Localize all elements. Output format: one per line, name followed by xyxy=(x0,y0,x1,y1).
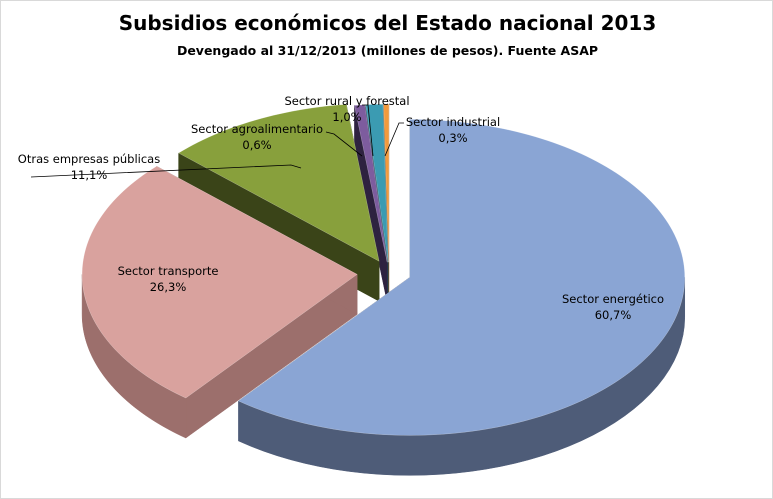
leader-line xyxy=(30,164,302,178)
chart-subtitle: Devengado al 31/12/2013 (millones de pes… xyxy=(176,43,599,58)
slice-outer-wall xyxy=(81,274,187,439)
slice-sector-energ-tico xyxy=(238,119,686,476)
label-otras: Otras empresas públicas 11,1% xyxy=(17,152,161,182)
slice-top-face xyxy=(383,103,390,263)
chart-title: Subsidios económicos del Estado nacional… xyxy=(118,11,657,35)
label-transporte: Sector transporte 26,3% xyxy=(117,264,219,294)
label-rural: Sector rural y forestal 1,0% xyxy=(284,94,410,124)
label-agro: Sector agroalimentario 0,6% xyxy=(190,122,324,152)
label-industrial: Sector industrial 0,3% xyxy=(405,115,501,145)
slice-top-face xyxy=(238,119,686,436)
leader-line xyxy=(325,131,363,157)
slice-top-face xyxy=(81,165,358,399)
label-energetico: Sector energético 60,7% xyxy=(561,292,665,322)
leader-line xyxy=(384,122,404,157)
leader-line xyxy=(362,104,374,157)
slice-top-face xyxy=(178,104,380,262)
slice-sector-transporte xyxy=(81,165,358,439)
